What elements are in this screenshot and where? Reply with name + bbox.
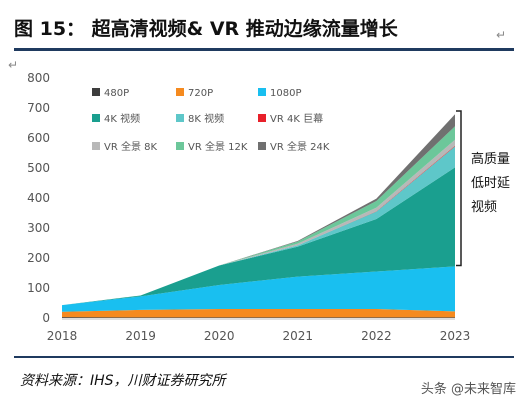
stacked-areas: [62, 114, 455, 318]
y-tick-label: 200: [27, 251, 50, 265]
legend-swatch: [176, 114, 184, 122]
y-tick-label: 700: [27, 101, 50, 115]
paragraph-mark-icon: ↵: [496, 28, 507, 42]
watermark-text: 头条 @未来智库: [420, 382, 516, 397]
annotation-label: 低时延: [471, 176, 510, 191]
x-tick-label: 2019: [125, 329, 156, 343]
legend-swatch: [92, 88, 100, 96]
area-series-2: [62, 266, 455, 312]
legend-label: 8K 视频: [188, 112, 224, 125]
y-tick-label: 300: [27, 221, 50, 235]
legend-swatch: [92, 142, 100, 150]
legend-label: 4K 视频: [104, 112, 140, 125]
annotation-label: 高质量: [471, 151, 510, 167]
y-axis: 0 100 200 300 400 500 600 700 800: [27, 71, 50, 325]
source-divider: [14, 356, 514, 358]
x-tick-label: 2020: [204, 329, 235, 343]
legend-swatch: [92, 114, 100, 122]
bracket-line: [456, 110, 462, 267]
source-note: 资料来源：IHS，川财证券研究所: [20, 373, 226, 389]
figure-title: 图 15： 超高清视频& VR 推动边缘流量增长: [14, 18, 398, 40]
y-tick-label: 600: [27, 131, 50, 145]
y-tick-label: 400: [27, 191, 50, 205]
area-series-0: [62, 317, 455, 318]
y-tick-label: 100: [27, 281, 50, 295]
y-tick-label: 800: [27, 71, 50, 85]
legend-label: VR 全景 12K: [188, 140, 248, 153]
legend-label: VR 4K 巨幕: [270, 112, 323, 125]
title-divider: [14, 48, 514, 51]
legend-swatch: [176, 88, 184, 96]
legend-label: VR 全景 8K: [104, 140, 158, 153]
x-tick-label: 2018: [47, 329, 78, 343]
legend-swatch: [258, 142, 266, 150]
legend-swatch: [176, 142, 184, 150]
legend-swatch: [258, 88, 266, 96]
x-axis: 2018 2019 2020 2021 2022 2023: [47, 318, 471, 343]
paragraph-mark-icon: ↵: [8, 58, 19, 72]
y-tick-label: 0: [42, 311, 50, 325]
annotation-label: 视频: [471, 200, 497, 215]
legend-label: VR 全景 24K: [270, 140, 330, 153]
y-tick-label: 500: [27, 161, 50, 175]
legend-label: 720P: [188, 88, 213, 99]
legend-label: 480P: [104, 88, 129, 99]
area-series-1: [62, 309, 455, 318]
watermark: 头条 @未来智库: [421, 378, 516, 397]
area-series-3: [62, 167, 455, 306]
legend-swatch: [258, 114, 266, 122]
x-tick-label: 2023: [440, 329, 471, 343]
legend-label: 1080P: [270, 88, 301, 99]
legend: 480P 720P 1080P 4K 视频 8K 视频 VR 4K 巨幕 VR 全景 8K V…: [92, 88, 330, 153]
x-tick-label: 2021: [283, 329, 314, 343]
x-tick-label: 2022: [361, 329, 392, 343]
